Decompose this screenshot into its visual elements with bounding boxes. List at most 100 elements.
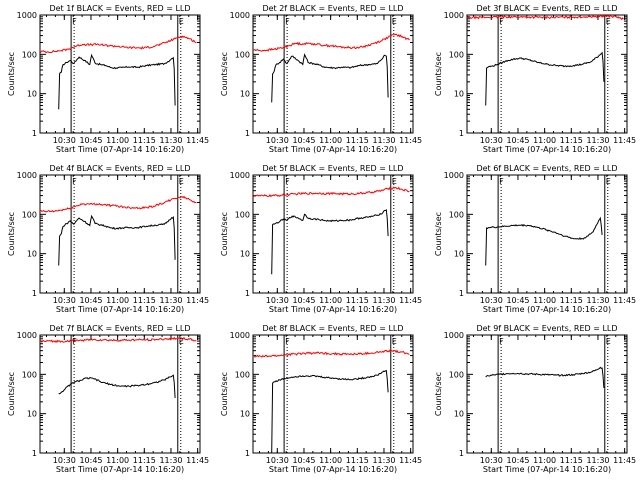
- y-tick-label: 10: [454, 90, 464, 99]
- x-axis-label: Start Time (07-Apr-14 10:16:20): [483, 465, 611, 474]
- panel-title: Det 3f BLACK = Events, RED = LLD: [476, 4, 617, 13]
- series-events-line: [271, 209, 389, 275]
- marker-label-f: F: [72, 337, 77, 346]
- series-lld-line: [252, 349, 410, 358]
- panel-det-7: Det 7f BLACK = Events, RED = LLD 1 10 100 10…: [7, 324, 209, 474]
- x-tick-label: 10:45: [79, 296, 102, 305]
- x-tick-label: 10:30: [480, 136, 503, 145]
- x-tick-label: 11:30: [586, 136, 609, 145]
- panel-det-3: Det 3f BLACK = Events, RED = LLD 1 10 100 10…: [434, 4, 636, 154]
- panel-title: Det 7f BLACK = Events, RED = LLD: [49, 324, 190, 333]
- y-axis-label: Counts/sec: [434, 52, 443, 96]
- x-tick-label: 10:30: [480, 456, 503, 465]
- y-tick-label: 100: [22, 370, 37, 379]
- y-tick-label: 1000: [444, 11, 464, 20]
- marker-label-e: E: [606, 17, 611, 26]
- x-axis-label: Start Time (07-Apr-14 10:16:20): [269, 145, 397, 154]
- y-tick-label: 10: [240, 410, 250, 419]
- y-tick-label: 1000: [17, 171, 37, 180]
- panel-title: Det 4f BLACK = Events, RED = LLD: [49, 164, 190, 173]
- x-tick-label: 11:00: [533, 456, 556, 465]
- marker-label-e: E: [179, 177, 184, 186]
- series-events-line: [485, 51, 605, 106]
- x-tick-label: 11:45: [613, 296, 636, 305]
- series-lld-line: [252, 186, 410, 198]
- x-tick-label: 11:00: [106, 456, 129, 465]
- marker-label-f: F: [72, 17, 77, 26]
- y-axis-label: Counts/sec: [220, 212, 229, 256]
- y-tick-label: 1: [245, 289, 250, 298]
- x-tick-label: 10:45: [506, 136, 529, 145]
- y-tick-label: 10: [27, 90, 37, 99]
- panel-title: Det 6f BLACK = Events, RED = LLD: [476, 164, 617, 173]
- x-tick-label: 11:45: [399, 296, 422, 305]
- y-tick-label: 100: [235, 210, 250, 219]
- y-tick-label: 1000: [17, 331, 37, 340]
- marker-label-f: F: [499, 337, 504, 346]
- x-tick-label: 10:45: [506, 296, 529, 305]
- x-tick-label: 11:30: [372, 456, 395, 465]
- x-tick-label: 11:15: [133, 456, 156, 465]
- x-axis-label: Start Time (07-Apr-14 10:16:20): [269, 465, 397, 474]
- y-tick-label: 1000: [230, 11, 250, 20]
- y-tick-label: 10: [454, 250, 464, 259]
- y-tick-label: 10: [27, 250, 37, 259]
- series-lld-line: [39, 35, 197, 54]
- y-axis-label: Counts/sec: [7, 372, 16, 416]
- x-tick-label: 11:45: [613, 136, 636, 145]
- x-tick-label: 11:00: [533, 136, 556, 145]
- marker-label-e: E: [606, 177, 611, 186]
- series-events-line: [58, 53, 176, 110]
- y-tick-label: 1: [245, 129, 250, 138]
- x-axis-label: Start Time (07-Apr-14 10:16:20): [483, 305, 611, 314]
- marker-label-f: F: [499, 17, 504, 26]
- y-axis-label: Counts/sec: [220, 52, 229, 96]
- x-tick-label: 11:30: [159, 136, 182, 145]
- marker-label-e: E: [179, 337, 184, 346]
- panel-title: Det 2f BLACK = Events, RED = LLD: [262, 4, 403, 13]
- y-axis-label: Counts/sec: [220, 372, 229, 416]
- y-tick-label: 1: [32, 289, 37, 298]
- x-tick-label: 11:15: [346, 456, 369, 465]
- series-lld-line: [39, 195, 197, 213]
- y-axis-label: Counts/sec: [7, 52, 16, 96]
- plot-frame: [252, 334, 414, 454]
- series-events-line: [485, 366, 605, 389]
- series-events-line: [485, 216, 603, 266]
- x-tick-label: 10:30: [266, 456, 289, 465]
- x-tick-label: 10:45: [292, 296, 315, 305]
- x-tick-label: 11:15: [133, 296, 156, 305]
- marker-label-e: E: [392, 177, 397, 186]
- marker-label-e: E: [179, 17, 184, 26]
- y-tick-label: 100: [22, 210, 37, 219]
- x-tick-label: 11:45: [399, 136, 422, 145]
- y-tick-label: 1: [459, 449, 464, 458]
- series-lld-line: [39, 336, 197, 344]
- panel-det-1: Det 1f BLACK = Events, RED = LLD 1 10 100 10…: [7, 4, 209, 154]
- x-tick-label: 11:00: [533, 296, 556, 305]
- x-tick-label: 11:00: [319, 136, 342, 145]
- marker-label-e: E: [392, 17, 397, 26]
- marker-label-f: F: [285, 17, 290, 26]
- panel-title: Det 5f BLACK = Events, RED = LLD: [262, 164, 403, 173]
- x-tick-label: 11:15: [560, 456, 583, 465]
- y-tick-label: 100: [449, 370, 464, 379]
- series-events-line: [271, 53, 389, 103]
- y-tick-label: 1: [459, 129, 464, 138]
- x-tick-label: 11:30: [159, 456, 182, 465]
- x-axis-label: Start Time (07-Apr-14 10:16:20): [269, 305, 397, 314]
- x-tick-label: 11:45: [399, 456, 422, 465]
- y-tick-label: 1000: [444, 171, 464, 180]
- panel-title: Det 1f BLACK = Events, RED = LLD: [49, 4, 190, 13]
- x-tick-label: 11:30: [586, 296, 609, 305]
- y-axis-label: Counts/sec: [7, 212, 16, 256]
- x-tick-label: 10:30: [53, 296, 76, 305]
- x-tick-label: 10:30: [266, 296, 289, 305]
- x-tick-label: 11:30: [159, 296, 182, 305]
- series-lld-line: [252, 33, 410, 52]
- y-tick-label: 100: [235, 370, 250, 379]
- panel-det-9: Det 9f BLACK = Events, RED = LLD 1 10 100 10…: [434, 324, 636, 474]
- marker-label-e: E: [606, 337, 611, 346]
- y-tick-label: 10: [240, 250, 250, 259]
